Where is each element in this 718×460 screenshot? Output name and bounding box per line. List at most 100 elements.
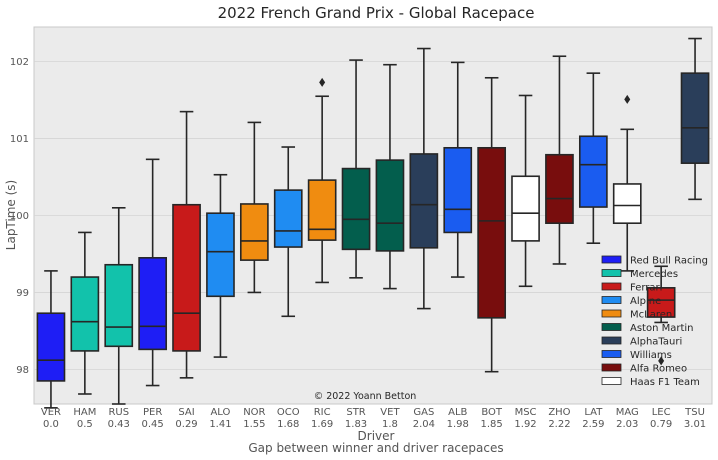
x-tick-gap: 0.29 bbox=[175, 419, 197, 430]
y-axis-label: LapTime (s) bbox=[4, 180, 18, 250]
x-tick-driver: ALB bbox=[448, 407, 467, 418]
legend-label: Haas F1 Team bbox=[630, 377, 700, 388]
x-axis-sublabel: Gap between winner and driver racepaces bbox=[248, 441, 503, 455]
legend-label: McLaren bbox=[630, 310, 672, 321]
box-str bbox=[341, 59, 371, 279]
box-gas bbox=[409, 47, 439, 310]
box-iqr bbox=[578, 135, 608, 208]
x-tick-driver: VER bbox=[41, 407, 61, 418]
box-lec bbox=[646, 265, 676, 366]
chart-title: 2022 French Grand Prix - Global Racepace bbox=[218, 4, 535, 22]
x-tick-driver: MAG bbox=[616, 407, 639, 418]
legend-swatch bbox=[601, 269, 622, 277]
boxes bbox=[36, 37, 710, 409]
x-tick-driver: MSC bbox=[515, 407, 537, 418]
x-tick-gap: 1.83 bbox=[345, 419, 367, 430]
legend: Red Bull Racing Mercedes Ferrari Alpine McLa… bbox=[601, 255, 708, 388]
legend-swatch bbox=[601, 323, 622, 331]
x-tick-driver: PER bbox=[143, 407, 162, 418]
copyright-annotation: © 2022 Yoann Betton bbox=[314, 391, 417, 402]
x-tick-gap: 0.5 bbox=[77, 419, 93, 430]
box-iqr bbox=[138, 257, 168, 351]
legend-swatch bbox=[601, 363, 622, 372]
x-tick-gap: 2.04 bbox=[413, 419, 435, 430]
box-iqr bbox=[545, 153, 574, 224]
x-tick-gap: 0.79 bbox=[650, 419, 672, 430]
box-iqr bbox=[70, 276, 100, 352]
box-iqr bbox=[612, 183, 642, 224]
x-tick-gap: 1.85 bbox=[481, 419, 503, 430]
box-sai bbox=[172, 110, 201, 379]
box-per bbox=[138, 158, 168, 387]
box-iqr bbox=[477, 146, 507, 319]
box-iqr bbox=[307, 179, 337, 241]
x-tick-gap: 0.43 bbox=[108, 419, 130, 430]
box-iqr bbox=[36, 312, 66, 382]
box-iqr bbox=[646, 287, 676, 318]
x-tick-gap: 1.98 bbox=[447, 419, 469, 430]
box-alo bbox=[206, 173, 235, 358]
y-axis-ticks: 98 99 100 101 102 bbox=[10, 57, 29, 376]
box-iqr bbox=[511, 175, 540, 242]
outlier-point bbox=[319, 77, 326, 87]
x-tick-gap: 1.69 bbox=[311, 419, 333, 430]
box-iqr bbox=[341, 167, 371, 251]
x-tick-gap: 2.22 bbox=[548, 419, 570, 430]
x-tick-gap: 0.45 bbox=[142, 419, 164, 430]
box-msc bbox=[511, 94, 540, 288]
x-tick-gap: 3.01 bbox=[684, 419, 706, 430]
box-iqr bbox=[409, 153, 439, 249]
outlier-point bbox=[624, 94, 631, 104]
box-rus bbox=[104, 207, 134, 405]
y-tick-label: 99 bbox=[16, 288, 29, 299]
legend-label: Mercedes bbox=[630, 269, 678, 280]
box-vet bbox=[375, 63, 405, 290]
box-zho bbox=[545, 55, 574, 265]
box-ver bbox=[36, 270, 66, 409]
box-alb bbox=[443, 61, 473, 278]
x-tick-driver: NOR bbox=[243, 407, 265, 418]
legend-label: Ferrari bbox=[630, 283, 662, 294]
box-iqr bbox=[273, 189, 303, 248]
box-tsu bbox=[680, 37, 710, 201]
x-tick-driver: TSU bbox=[684, 407, 705, 418]
x-tick-driver: ALO bbox=[210, 407, 230, 418]
y-tick-label: 102 bbox=[10, 57, 29, 68]
legend-swatch bbox=[601, 255, 622, 264]
legend-label: AlphaTauri bbox=[630, 337, 682, 348]
y-tick-label: 100 bbox=[10, 211, 29, 222]
box-ham bbox=[70, 231, 100, 395]
x-tick-driver: SAI bbox=[178, 407, 194, 418]
legend-swatch bbox=[601, 336, 622, 345]
x-tick-driver: VET bbox=[380, 407, 400, 418]
x-tick-driver: LAT bbox=[584, 407, 603, 418]
y-tick-label: 101 bbox=[10, 134, 29, 145]
x-tick-driver: HAM bbox=[73, 407, 96, 418]
box-iqr bbox=[375, 159, 405, 252]
x-tick-driver: LEC bbox=[652, 407, 671, 418]
x-tick-gap: 1.41 bbox=[209, 419, 231, 430]
box-iqr bbox=[680, 72, 710, 164]
legend-swatch bbox=[601, 282, 622, 291]
x-tick-gap: 1.68 bbox=[277, 419, 299, 430]
box-iqr bbox=[239, 203, 269, 261]
legend-swatch bbox=[601, 296, 622, 304]
box-iqr bbox=[104, 263, 134, 348]
box-iqr bbox=[172, 203, 201, 352]
legend-label: Alfa Romeo bbox=[630, 364, 687, 375]
box-nor bbox=[239, 121, 269, 294]
legend-swatch bbox=[601, 350, 622, 358]
box-iqr bbox=[443, 146, 473, 234]
x-tick-gap: 1.55 bbox=[243, 419, 265, 430]
box-mag bbox=[612, 94, 642, 272]
x-tick-gap: 1.92 bbox=[514, 419, 536, 430]
x-tick-gap: 2.59 bbox=[582, 419, 604, 430]
x-tick-driver: RIC bbox=[314, 407, 331, 418]
legend-label: Alpine bbox=[630, 296, 661, 307]
x-tick-gap: 1.8 bbox=[382, 419, 398, 430]
box-lat bbox=[578, 72, 608, 244]
x-tick-driver: ZHO bbox=[548, 407, 570, 418]
y-tick-label: 98 bbox=[16, 365, 29, 376]
